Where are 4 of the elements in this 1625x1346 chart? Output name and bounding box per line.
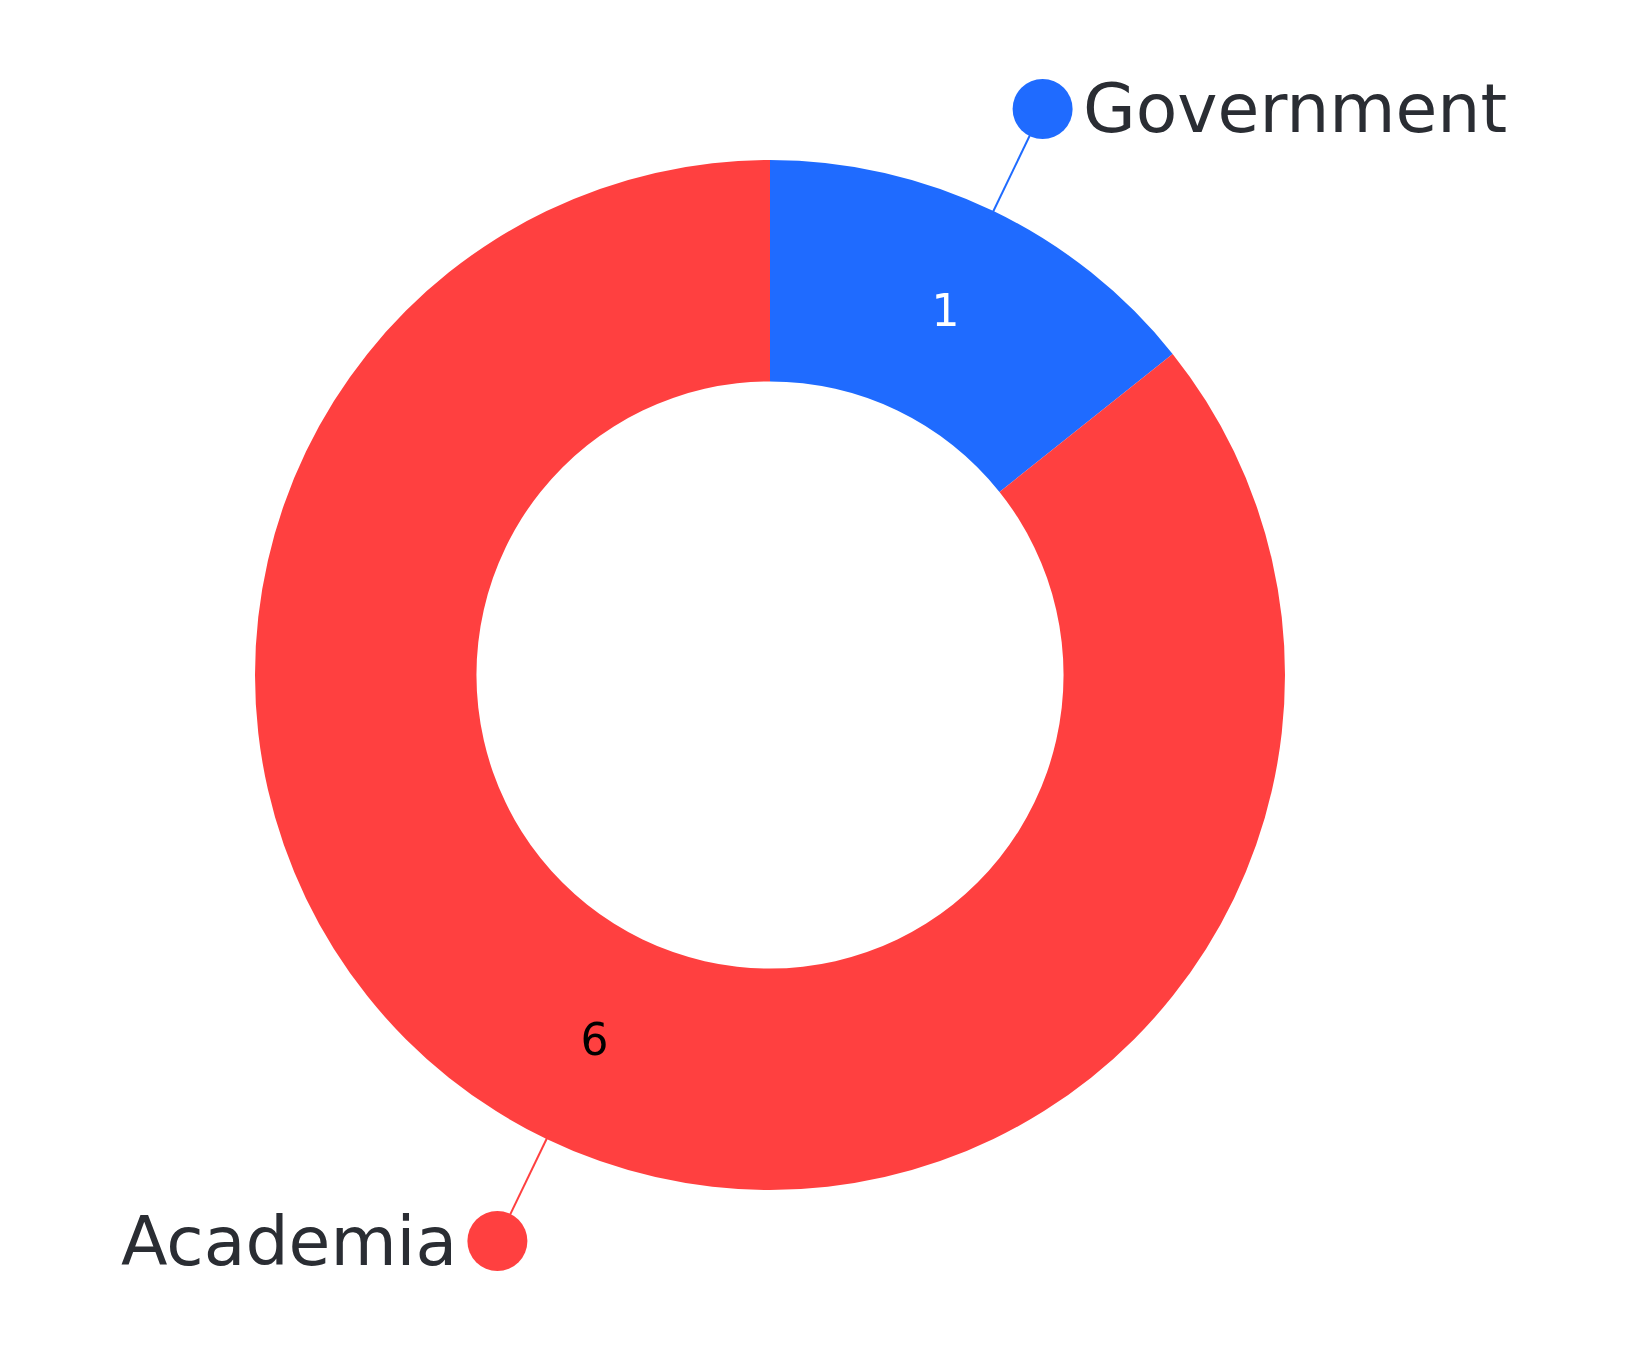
data-label: 1 <box>931 285 960 337</box>
legend-label: Government <box>1083 69 1508 148</box>
slice-label: Academia <box>121 1202 458 1281</box>
data-label: 6 <box>580 1013 609 1065</box>
